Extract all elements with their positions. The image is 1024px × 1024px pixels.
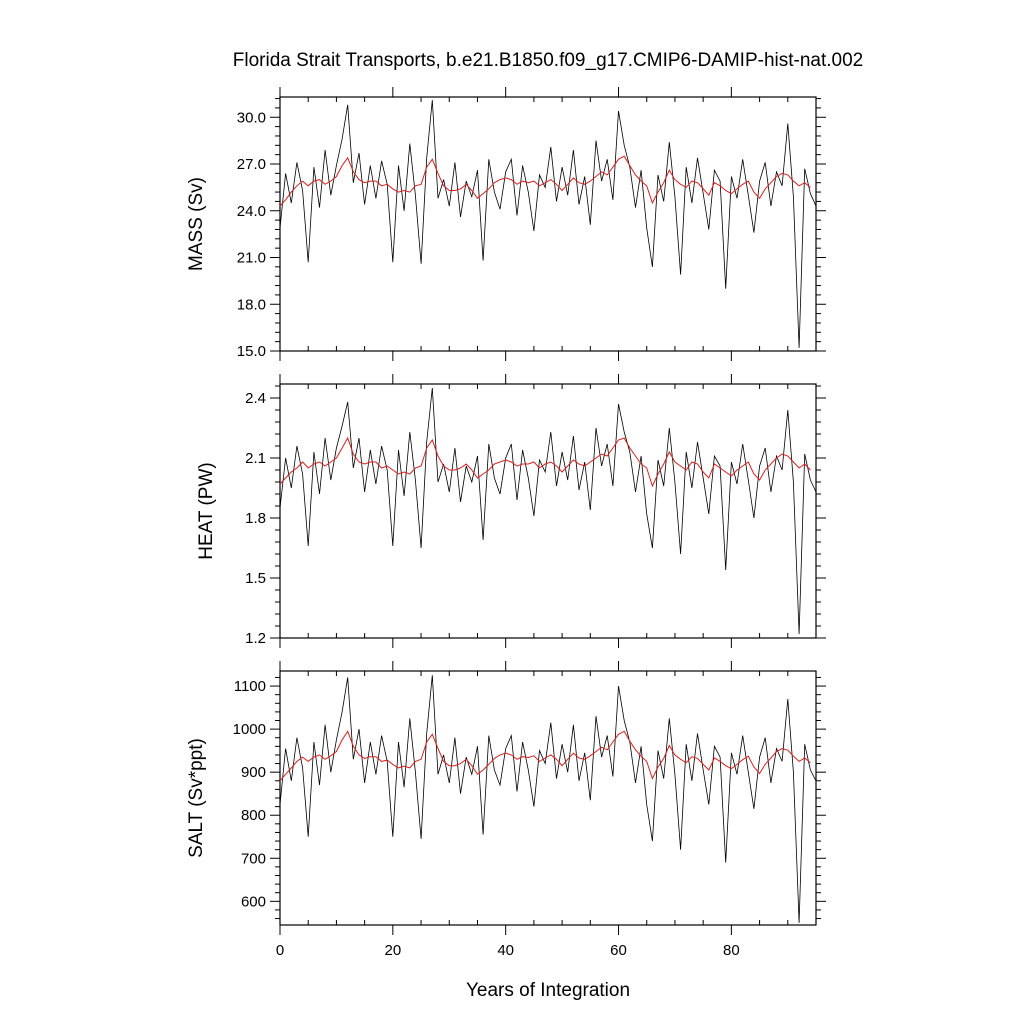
x-tick-label: 20 <box>384 942 401 959</box>
mass-frame <box>279 96 817 352</box>
heat-y-tick-label: 2.4 <box>245 390 266 407</box>
heat-monthly-series-line <box>279 387 817 635</box>
mass-y-axis-label: MASS (Sv) <box>186 177 207 271</box>
mass-monthly-series-line <box>279 100 817 348</box>
x-tick-label: 60 <box>610 942 627 959</box>
mass-y-tick-label: 15.0 <box>237 343 266 360</box>
salt-smooth-series-line <box>279 730 811 782</box>
salt-frame <box>279 670 817 926</box>
salt-y-tick-label: 800 <box>241 807 266 824</box>
chart-title: Florida Strait Transports, b.e21.B1850.f… <box>233 50 863 71</box>
heat-y-tick-label: 1.2 <box>245 630 266 647</box>
salt-y-tick-label: 600 <box>241 893 266 910</box>
heat-y-tick-label: 1.5 <box>245 570 266 587</box>
salt-monthly-series-line <box>279 675 817 923</box>
heat-y-axis-label: HEAT (PW) <box>196 462 217 559</box>
x-axis-label: Years of Integration <box>466 980 630 1001</box>
salt-y-axis-label: SALT (Sv*ppt) <box>186 738 207 858</box>
mass-y-tick-label: 21.0 <box>237 250 266 267</box>
heat-frame <box>279 383 817 639</box>
mass-y-tick-label: 30.0 <box>237 109 266 126</box>
mass-y-tick-label: 27.0 <box>237 156 266 173</box>
salt-y-tick-label: 700 <box>241 850 266 867</box>
mass-y-tick-label: 18.0 <box>237 296 266 313</box>
heat-smooth-series-line <box>279 436 811 488</box>
salt-y-tick-label: 900 <box>241 764 266 781</box>
salt-panel: 0 20 40 60 80 600 700 800 900 1000 1100 SALT (Sv*pp… <box>186 661 826 959</box>
mass-y-tick-label: 24.0 <box>237 203 266 220</box>
mass-panel: 15.0 18.0 21.0 24.0 27.0 30.0 MASS (Sv) <box>186 87 826 361</box>
heat-y-tick-label: 1.8 <box>245 510 266 527</box>
mass-smooth-series-line <box>279 155 811 207</box>
x-tick-label: 80 <box>723 942 740 959</box>
salt-y-tick-label: 1000 <box>233 721 266 738</box>
salt-y-tick-label: 1100 <box>234 678 266 695</box>
x-tick-label: 40 <box>497 942 514 959</box>
heat-panel: 1.2 1.5 1.8 2.1 2.4 HEAT (PW) <box>196 374 826 648</box>
heat-y-tick-label: 2.1 <box>245 450 266 467</box>
x-tick-label: 0 <box>276 942 284 959</box>
